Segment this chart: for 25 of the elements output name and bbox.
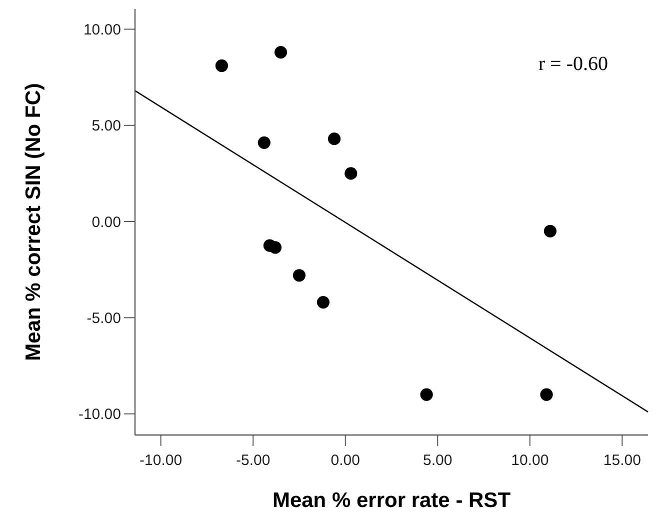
y-axis-title: Mean % correct SIN (No FC) [22, 83, 45, 361]
point [215, 59, 228, 72]
point [316, 296, 330, 309]
point [292, 269, 306, 282]
y-tick-label: 5.00 [92, 118, 121, 135]
point [328, 132, 341, 146]
point [268, 241, 282, 254]
x-tick-label: 0.00 [330, 452, 360, 469]
point [544, 224, 556, 238]
point [274, 46, 288, 59]
point [258, 136, 270, 149]
y-tick-label: 0.00 [92, 214, 121, 231]
point [344, 167, 358, 180]
x-tick-label: -5.00 [236, 452, 270, 469]
x-tick-label: 10.00 [511, 452, 549, 469]
x-axis-title: Mean % error rate - RST [272, 489, 511, 512]
y-tick-label: -10.00 [78, 406, 121, 424]
annotation: r = -0.60 [538, 53, 608, 75]
y-tick-label: 10.00 [83, 21, 121, 38]
x-tick-label: 15.00 [603, 452, 641, 469]
x-tick-label: 5.00 [423, 452, 452, 469]
x-tick-label: -10.00 [140, 452, 182, 469]
y-tick-label: -5.00 [86, 310, 121, 327]
point [420, 388, 433, 401]
point [540, 388, 553, 401]
